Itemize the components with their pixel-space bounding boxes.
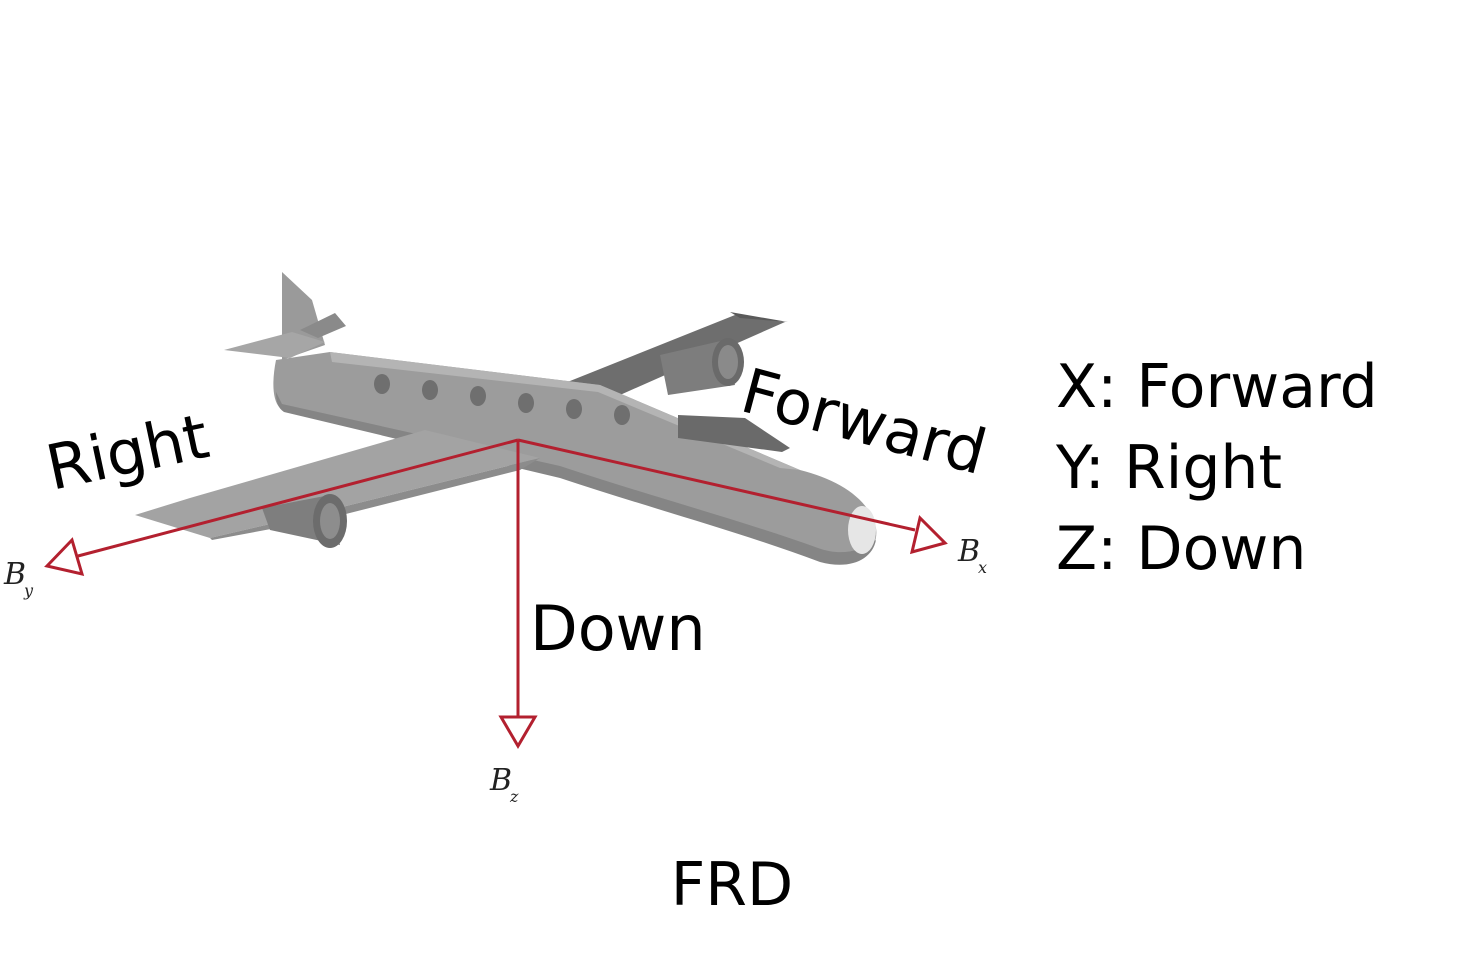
fuselage-belly xyxy=(276,392,876,565)
label-down: Down xyxy=(530,592,706,665)
cabin-windows xyxy=(374,374,630,425)
near-engine xyxy=(262,494,347,548)
far-engine xyxy=(660,338,744,395)
x-axis-arrow xyxy=(909,515,948,555)
svg-text:y: y xyxy=(23,581,34,600)
near-wing xyxy=(135,430,540,538)
tail-stabilizer-far xyxy=(300,313,346,338)
label-right: Right xyxy=(40,399,215,504)
x-axis-line xyxy=(517,438,916,532)
svg-text:B: B xyxy=(957,534,980,569)
fuselage xyxy=(273,352,877,562)
frame-title: FRD xyxy=(671,850,793,920)
nose-light xyxy=(848,506,876,554)
cockpit-window xyxy=(678,415,790,452)
tail-stabilizer-near xyxy=(224,332,325,358)
far-wing-tip xyxy=(730,312,788,322)
svg-text:B: B xyxy=(489,763,512,798)
legend-line-x: X: Forward xyxy=(1056,352,1378,422)
axis-symbol-x: B x xyxy=(957,534,987,577)
axis-symbol-z: B z xyxy=(489,763,519,806)
y-axis-line xyxy=(77,438,519,558)
svg-text:x: x xyxy=(978,558,987,577)
axis-symbol-y: B y xyxy=(3,557,34,600)
axis-legend: X: Forward Y: Right Z: Down xyxy=(1055,352,1378,584)
svg-text:B: B xyxy=(3,557,26,592)
svg-text:z: z xyxy=(509,787,519,806)
legend-line-z: Z: Down xyxy=(1056,514,1306,584)
body-axes xyxy=(44,438,948,749)
fuselage-highlight xyxy=(330,352,800,470)
y-axis-arrow xyxy=(44,537,85,577)
legend-line-y: Y: Right xyxy=(1055,433,1282,503)
airplane-illustration xyxy=(135,272,877,565)
z-axis-arrow xyxy=(498,715,538,749)
